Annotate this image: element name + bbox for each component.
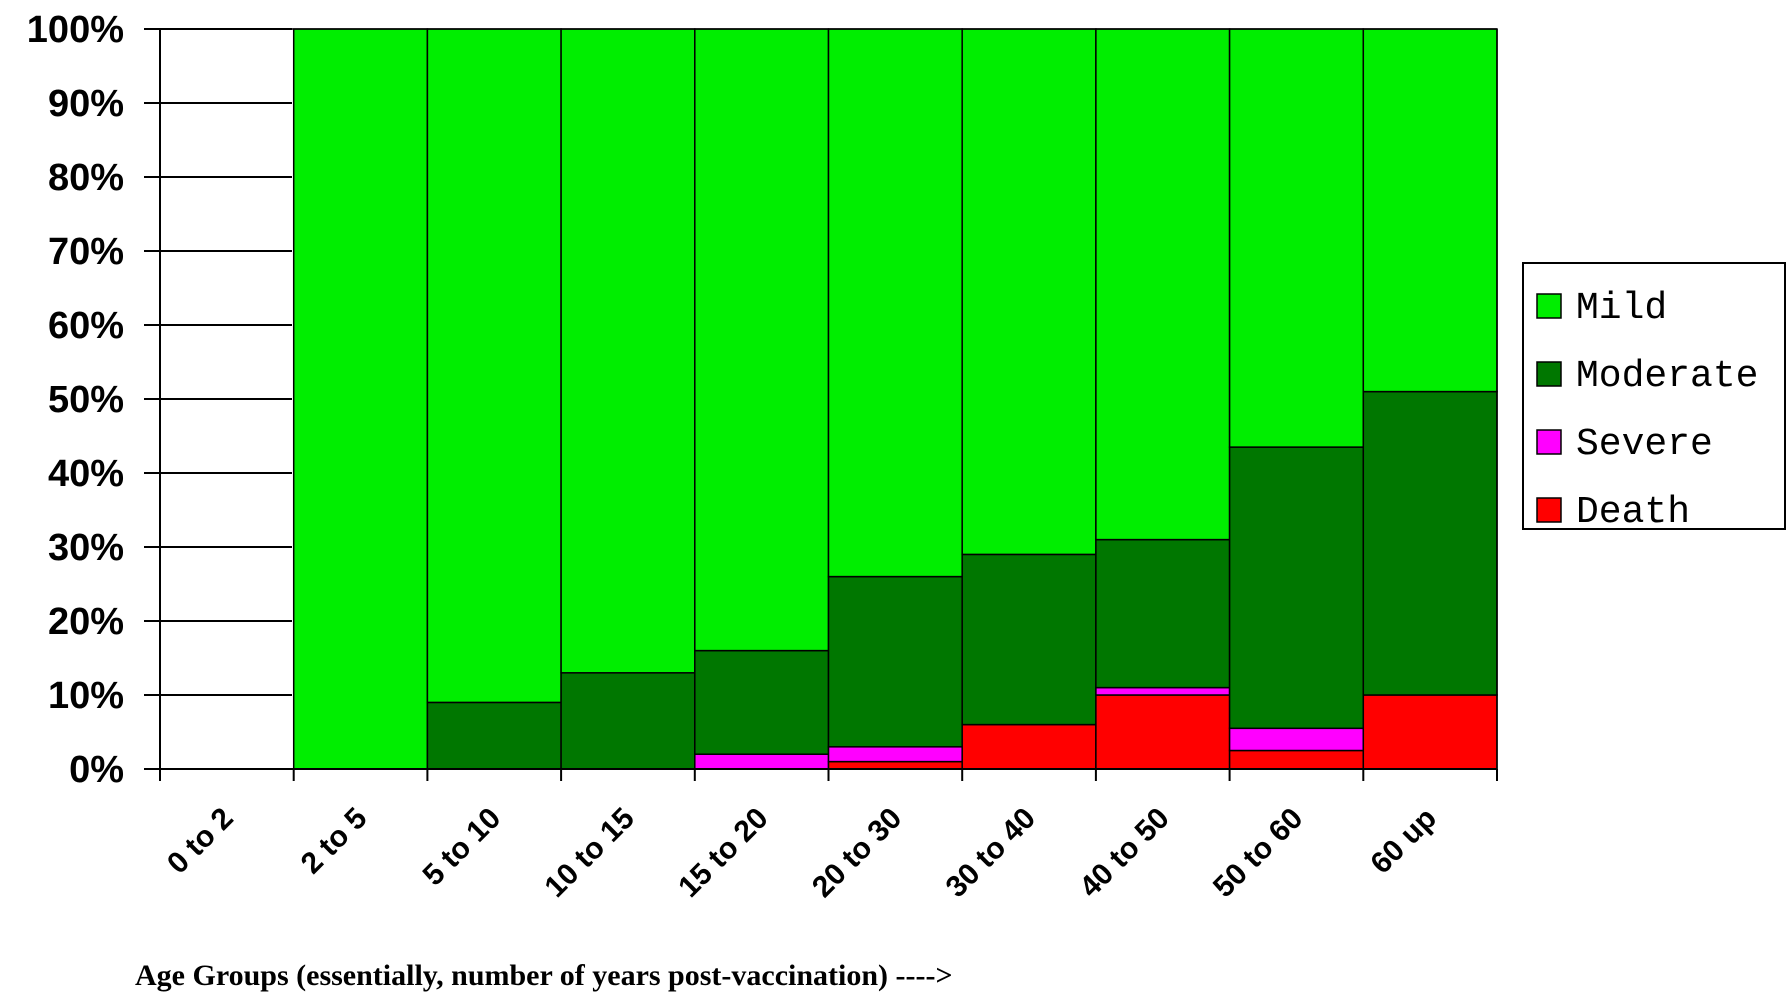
x-tick-labels: 0 to 2 2 to 5 5 to 10 10 to 15 15 to 20 20 to…: [161, 802, 1443, 904]
x-tick-label: 20 to 30: [806, 802, 908, 904]
bar-segment-moderate: [560, 672, 696, 770]
bar-segment-mild: [426, 28, 562, 704]
legend-label-severe: Severe: [1576, 423, 1713, 466]
y-tick-label: 50%: [48, 379, 124, 421]
y-tick-label: 100%: [27, 9, 124, 51]
bar-segment-mild: [961, 28, 1097, 556]
bar-segment-moderate: [1362, 390, 1498, 696]
y-tick-label: 70%: [48, 231, 124, 273]
bar-segment-death: [1095, 694, 1231, 770]
bar-segment-death: [961, 723, 1097, 770]
bar-segment-death: [1228, 749, 1365, 770]
bar-segment-moderate: [827, 575, 963, 748]
legend-label-mild: Mild: [1576, 287, 1667, 330]
x-tick-label: 15 to 20: [672, 802, 774, 904]
y-tick-label: 40%: [48, 453, 124, 495]
bar-segment-severe: [1228, 727, 1365, 752]
bar-segment-mild: [1362, 28, 1498, 393]
bar-segment-moderate: [1228, 446, 1365, 730]
bar-segment-severe: [1095, 686, 1231, 696]
bar-segment-mild: [827, 28, 963, 578]
y-tick-label: 60%: [48, 305, 124, 347]
legend-label-moderate: Moderate: [1576, 355, 1758, 398]
legend-swatch-moderate: [1536, 361, 1562, 387]
axes-layer: [144, 28, 1498, 781]
y-tick-label: 0%: [69, 749, 124, 791]
bars-layer: [292, 28, 1498, 770]
bar-segment-mild: [292, 28, 429, 770]
x-tick-label: 10 to 15: [539, 802, 641, 904]
x-tick-label: 0 to 2: [161, 802, 240, 881]
legend-swatch-severe: [1536, 429, 1562, 455]
x-tick-label: 60 up: [1364, 802, 1443, 881]
bar-segment-death: [827, 760, 963, 770]
y-tick-label: 30%: [48, 527, 124, 569]
bar-segment-mild: [1228, 28, 1365, 448]
legend-swatch-mild: [1536, 293, 1562, 319]
bar-segment-severe: [694, 753, 830, 770]
legend-box: [1522, 262, 1786, 530]
x-tick-label: 30 to 40: [940, 802, 1042, 904]
bar-segment-moderate: [426, 701, 562, 770]
x-tick-label: 2 to 5: [295, 802, 374, 881]
y-tick-label: 20%: [48, 601, 124, 643]
y-tick-labels: 0% 10% 20% 30% 40% 50% 60% 70% 80% 90% 100%: [27, 9, 124, 791]
bar-segment-death: [1362, 694, 1498, 770]
y-tick-label: 80%: [48, 157, 124, 199]
legend-swatch-death: [1536, 497, 1562, 523]
y-tick-label: 10%: [48, 675, 124, 717]
bar-segment-moderate: [961, 553, 1097, 726]
y-tick-label: 90%: [48, 83, 124, 125]
bar-segment-severe: [827, 746, 963, 763]
bar-segment-moderate: [694, 649, 830, 755]
legend: Mild Moderate Severe Death: [1522, 262, 1786, 534]
bar-segment-mild: [560, 28, 696, 674]
x-tick-label: 40 to 50: [1073, 802, 1175, 904]
legend-label-death: Death: [1576, 491, 1690, 534]
x-axis-label: Age Groups (essentially, number of years…: [135, 959, 953, 992]
x-tick-label: 50 to 60: [1207, 802, 1309, 904]
bar-segment-mild: [1095, 28, 1231, 541]
bar-segment-moderate: [1095, 538, 1231, 689]
x-tick-label: 5 to 10: [417, 802, 508, 893]
bar-segment-mild: [694, 28, 830, 652]
